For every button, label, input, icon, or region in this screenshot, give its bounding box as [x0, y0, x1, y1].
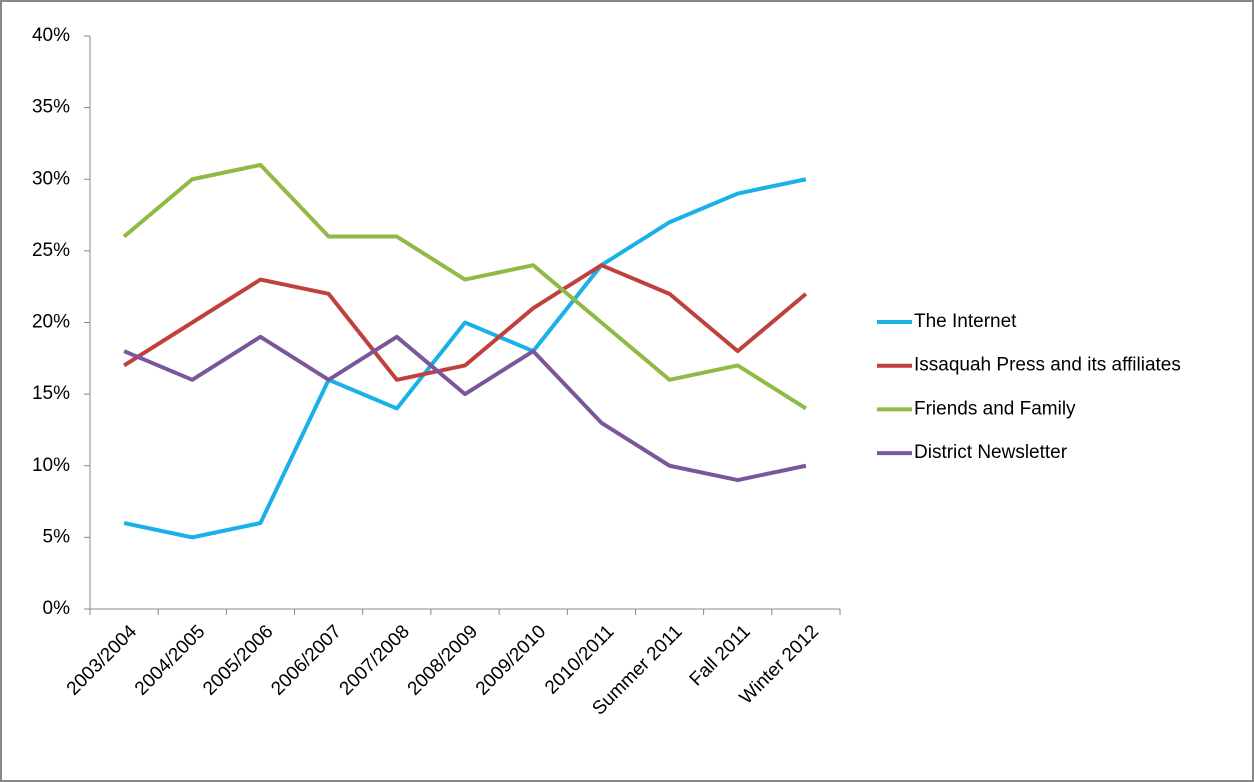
y-tick-label: 0%: [43, 598, 71, 619]
series-line: [123, 177, 807, 540]
y-tick-label: 30%: [32, 168, 70, 189]
legend-label: The Internet: [914, 311, 1017, 332]
y-tick-label: 20%: [32, 312, 70, 333]
legend-label: District Newsletter: [914, 442, 1068, 463]
series-line: [123, 334, 807, 483]
legend-label: Friends and Family: [914, 398, 1076, 419]
series-line: [122, 162, 807, 411]
series-line: [123, 263, 808, 382]
y-tick-label: 10%: [32, 455, 70, 476]
legend-label: Issaquah Press and its affiliates: [914, 355, 1181, 376]
y-tick-label: 5%: [43, 526, 71, 547]
y-tick-label: 35%: [32, 97, 70, 118]
y-tick-label: 25%: [32, 240, 70, 261]
y-tick-label: 15%: [32, 383, 70, 404]
y-tick-label: 40%: [32, 25, 70, 46]
